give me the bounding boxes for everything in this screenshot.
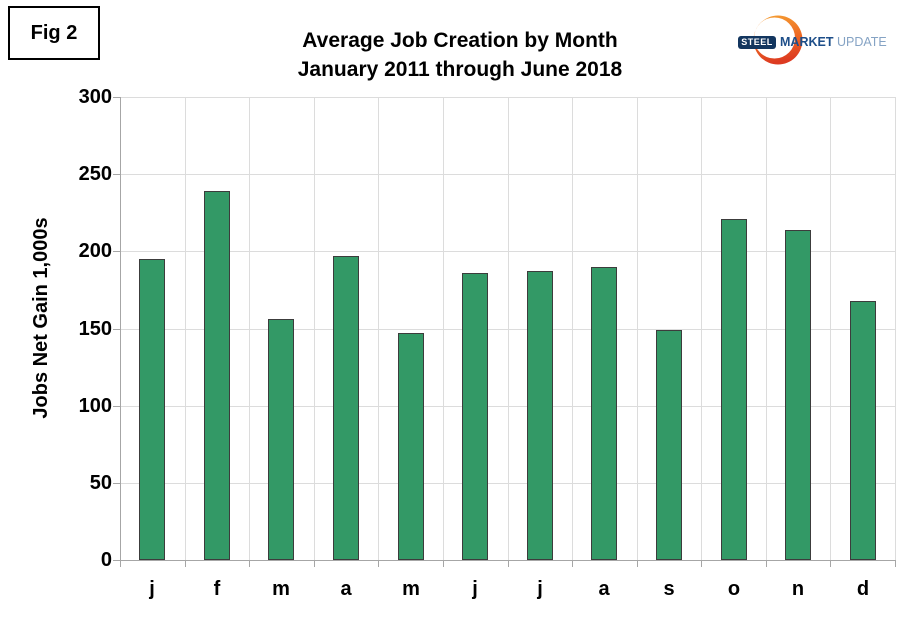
logo-market-text: MARKET (780, 35, 834, 49)
bar (333, 256, 359, 560)
x-gridline (443, 97, 444, 560)
y-tick-mark (113, 174, 120, 175)
bar (527, 271, 553, 560)
y-gridline (120, 483, 895, 484)
x-gridline (637, 97, 638, 560)
x-tick-mark (120, 560, 121, 567)
x-tick-label: f (213, 578, 221, 600)
x-tick-label: a (598, 578, 610, 600)
x-tick-label: m (272, 578, 290, 600)
x-tick-label: j (472, 578, 478, 600)
bar (721, 219, 747, 560)
y-gridline (120, 329, 895, 330)
bar (462, 273, 488, 560)
x-gridline (508, 97, 509, 560)
x-tick-mark (766, 560, 767, 567)
y-tick-mark (113, 251, 120, 252)
bar (591, 267, 617, 560)
y-tick-label: 50 (89, 472, 112, 494)
x-gridline (895, 97, 896, 560)
x-gridline (249, 97, 250, 560)
y-tick-label: 150 (78, 318, 112, 340)
y-tick-mark (113, 406, 120, 407)
x-gridline (701, 97, 702, 560)
bar (398, 333, 424, 560)
x-gridline (766, 97, 767, 560)
y-gridline (120, 174, 895, 175)
x-tick-mark (637, 560, 638, 567)
y-tick-mark (113, 329, 120, 330)
x-gridline (830, 97, 831, 560)
y-tick-label: 300 (78, 86, 112, 108)
crescent-icon (753, 15, 803, 65)
bar (656, 330, 682, 560)
x-tick-label: j (537, 578, 543, 600)
y-tick-label: 250 (78, 163, 112, 185)
y-gridline (120, 406, 895, 407)
y-axis-line (120, 97, 121, 561)
x-tick-label: a (340, 578, 352, 600)
chart-title-line1: Average Job Creation by Month (302, 29, 618, 52)
x-tick-mark (443, 560, 444, 567)
logo-update-text: UPDATE (837, 35, 887, 49)
x-tick-label: d (856, 578, 870, 600)
y-tick-mark (113, 560, 120, 561)
figure-label-box: Fig 2 (8, 6, 100, 60)
bar (268, 319, 294, 560)
bar (204, 191, 230, 560)
y-tick-label: 0 (100, 549, 112, 571)
x-tick-label: o (727, 578, 741, 600)
x-tick-mark (378, 560, 379, 567)
y-tick-label: 200 (78, 240, 112, 262)
x-axis-line (120, 560, 896, 561)
x-tick-mark (185, 560, 186, 567)
y-axis-title: Jobs Net Gain 1,000s (30, 217, 52, 419)
y-tick-mark (113, 483, 120, 484)
x-gridline (185, 97, 186, 560)
x-tick-label: m (402, 578, 420, 600)
x-tick-mark (701, 560, 702, 567)
y-tick-mark (113, 97, 120, 98)
y-tick-label: 100 (78, 395, 112, 417)
x-gridline (314, 97, 315, 560)
x-tick-mark (572, 560, 573, 567)
x-tick-mark (895, 560, 896, 567)
x-gridline (572, 97, 573, 560)
x-tick-mark (314, 560, 315, 567)
y-gridline (120, 251, 895, 252)
chart-title: Average Job Creation by Month January 20… (150, 26, 770, 84)
x-tick-label: s (663, 578, 675, 600)
bar (139, 259, 165, 560)
x-tick-label: n (791, 578, 805, 600)
x-tick-mark (508, 560, 509, 567)
y-gridline (120, 97, 895, 98)
x-tick-label: j (149, 578, 155, 600)
bar (785, 230, 811, 560)
figure-label: Fig 2 (30, 21, 78, 44)
logo-steel-badge: STEEL (738, 36, 776, 49)
bar (850, 301, 876, 560)
chart-title-line2: January 2011 through June 2018 (297, 58, 623, 81)
x-tick-mark (830, 560, 831, 567)
x-tick-mark (249, 560, 250, 567)
x-gridline (378, 97, 379, 560)
steel-market-update-logo: STEEL MARKET UPDATE (738, 14, 908, 72)
